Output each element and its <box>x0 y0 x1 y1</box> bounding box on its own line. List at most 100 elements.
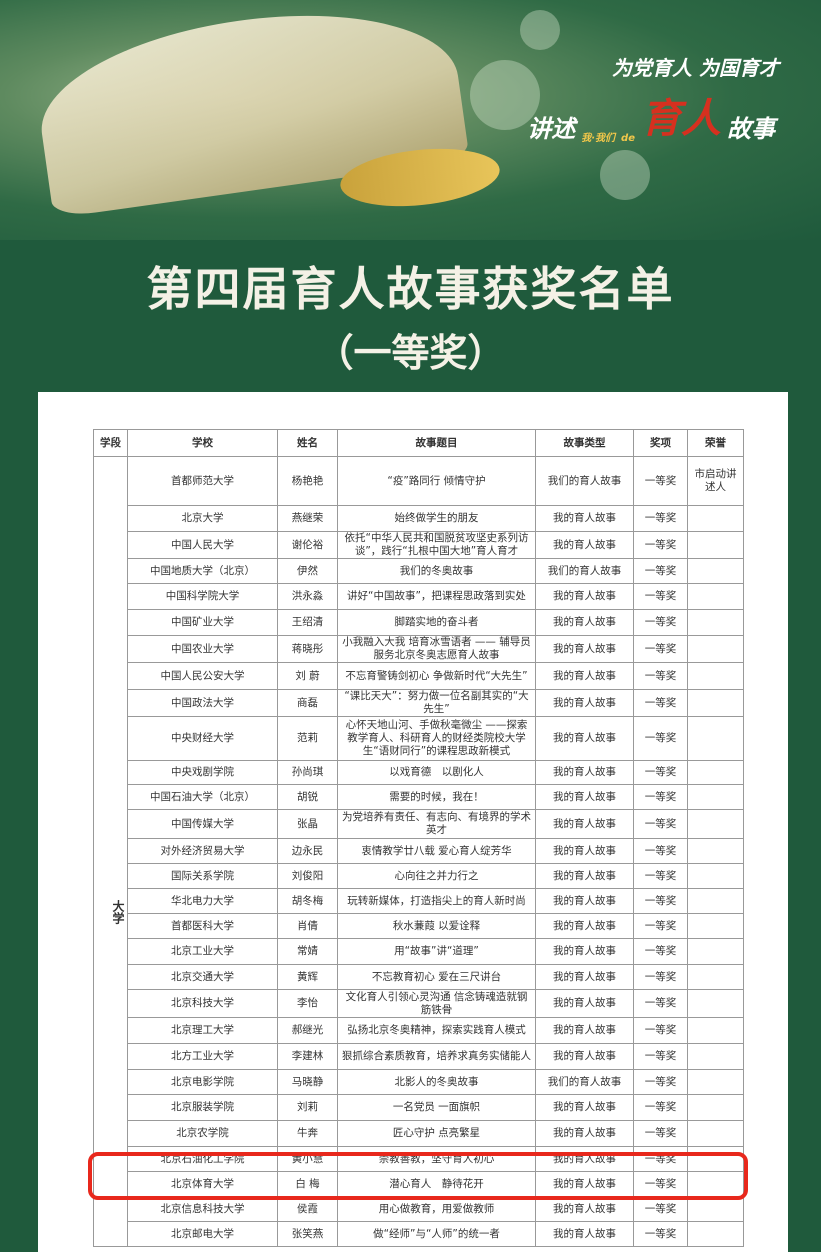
story-type-cell: 我的育人故事 <box>535 1017 634 1044</box>
honor-cell <box>687 863 744 889</box>
award-cell: 一等奖 <box>633 938 688 965</box>
highlight-box <box>88 1152 748 1200</box>
table-row: 华北电力大学 胡冬梅 玩转新媒体，打造指尖上的育人新时尚 我的育人故事 一等奖 <box>94 888 744 914</box>
school-cell: 中央财经大学 <box>127 716 278 761</box>
school-cell: 国际关系学院 <box>127 863 278 889</box>
table-row: 中国政法大学 商磊 “课比天大”：努力做一位名副其实的“大先生” 我的育人故事 一等奖 <box>94 689 744 717</box>
award-cell: 一等奖 <box>633 558 688 584</box>
school-cell: 北京电影学院 <box>127 1069 278 1095</box>
table-row: 北京大学 燕继荣 始终做学生的朋友 我的育人故事 一等奖 <box>94 505 744 532</box>
column-header: 故事题目 <box>337 429 536 457</box>
story-type-cell: 我的育人故事 <box>535 531 634 559</box>
story-type-cell: 我们的育人故事 <box>535 1069 634 1095</box>
honor-cell <box>687 809 744 839</box>
award-table: 学段 学校 姓名 故事题目 故事类型 奖项 荣誉 大学 首都师范大学 杨艳艳 “疫”路同行 倾情守… <box>93 429 744 1247</box>
honor-cell <box>687 505 744 532</box>
honor-cell <box>687 784 744 810</box>
award-cell: 一等奖 <box>633 838 688 864</box>
story-title-cell: 狠抓综合素质教育，培养求真务实储能人 <box>337 1043 536 1070</box>
story-title-cell: 心怀天地山河、手做秋毫微尘 ——探索教学育人、科研育人的财经类院校大学生“语财同… <box>337 716 536 761</box>
story-title-cell: 衷情教学廿八载 爱心育人绽芳华 <box>337 838 536 864</box>
name-cell: 马晓静 <box>277 1069 338 1095</box>
honor-cell <box>687 1017 744 1044</box>
honor-cell <box>687 938 744 965</box>
school-cell: 北京服装学院 <box>127 1094 278 1121</box>
story-title-cell: 用心做教育，用爱做教师 <box>337 1196 536 1222</box>
school-cell: 中国传媒大学 <box>127 809 278 839</box>
school-cell: 中国石油大学（北京） <box>127 784 278 810</box>
table-row: 首都医科大学 肖倩 秋水蒹葭 以爱诠释 我的育人故事 一等奖 <box>94 913 744 939</box>
school-cell: 北京理工大学 <box>127 1017 278 1044</box>
column-header: 故事类型 <box>535 429 634 457</box>
honor-cell <box>687 888 744 914</box>
name-cell: 杨艳艳 <box>277 456 338 506</box>
story-title-cell: 我们的冬奥故事 <box>337 558 536 584</box>
story-type-cell: 我们的育人故事 <box>535 558 634 584</box>
honor-cell <box>687 662 744 690</box>
story-type-cell: 我的育人故事 <box>535 760 634 785</box>
award-cell: 一等奖 <box>633 505 688 532</box>
award-cell: 一等奖 <box>633 913 688 939</box>
name-cell: 商磊 <box>277 689 338 717</box>
story-type-cell: 我的育人故事 <box>535 662 634 690</box>
campaign-logo: 讲述 我·我们 de 育人 故事 <box>527 86 775 144</box>
story-title-cell: 做“经师”与“人师”的统一者 <box>337 1221 536 1247</box>
award-cell: 一等奖 <box>633 1043 688 1070</box>
logo-text: de <box>621 133 635 144</box>
honor-cell <box>687 1120 744 1147</box>
table-row: 中国科学院大学 洪永淼 讲好“中国故事”，把课程思政落到实处 我的育人故事 一等奖 <box>94 583 744 610</box>
story-title-cell: 北影人的冬奥故事 <box>337 1069 536 1095</box>
table-row: 北京交通大学 黄辉 不忘教育初心 爱在三尺讲台 我的育人故事 一等奖 <box>94 964 744 990</box>
name-cell: 孙尚琪 <box>277 760 338 785</box>
honor-cell <box>687 689 744 717</box>
table-row: 中国农业大学 蒋晓彤 小我融入大我 培育冰雪语者 —— 辅导员服务北京冬奥志愿育人故… <box>94 635 744 663</box>
table-row: 北京信息科技大学 侯霞 用心做教育，用爱做教师 我的育人故事 一等奖 <box>94 1196 744 1222</box>
award-cell: 一等奖 <box>633 609 688 636</box>
table-row: 中国石油大学（北京） 胡锐 需要的时候，我在！ 我的育人故事 一等奖 <box>94 784 744 810</box>
school-cell: 中央戏剧学院 <box>127 760 278 785</box>
name-cell: 刘俊阳 <box>277 863 338 889</box>
award-cell: 一等奖 <box>633 716 688 761</box>
story-title-cell: 始终做学生的朋友 <box>337 505 536 532</box>
school-cell: 北京邮电大学 <box>127 1221 278 1247</box>
story-type-cell: 我的育人故事 <box>535 989 634 1018</box>
table-row: 中国矿业大学 王绍清 脚踏实地的奋斗者 我的育人故事 一等奖 <box>94 609 744 636</box>
award-cell: 一等奖 <box>633 1171 688 1197</box>
name-cell: 胡冬梅 <box>277 888 338 914</box>
table-row: 中央财经大学 范莉 心怀天地山河、手做秋毫微尘 ——探索教学育人、科研育人的财经类院… <box>94 716 744 761</box>
honor-cell: 市启动讲述人 <box>687 456 744 506</box>
award-cell: 一等奖 <box>633 689 688 717</box>
story-type-cell: 我的育人故事 <box>535 1043 634 1070</box>
award-cell: 一等奖 <box>633 662 688 690</box>
story-title-cell: 心向往之并力行之 <box>337 863 536 889</box>
name-cell: 牛奔 <box>277 1120 338 1147</box>
school-cell: 北方工业大学 <box>127 1043 278 1070</box>
story-title-cell: “疫”路同行 倾情守护 <box>337 456 536 506</box>
column-header: 奖项 <box>633 429 688 457</box>
name-cell: 李怡 <box>277 989 338 1018</box>
honor-cell <box>687 716 744 761</box>
award-cell: 一等奖 <box>633 583 688 610</box>
school-cell: 首都师范大学 <box>127 456 278 506</box>
name-cell: 张笑燕 <box>277 1221 338 1247</box>
column-header: 学校 <box>127 429 278 457</box>
table-row: 北京体育大学白 梅潜心育人 静待花开 我的育人故事 一等奖 <box>94 1171 744 1197</box>
table-row: 中国传媒大学 张晶 为党培养有责任、有志向、有境界的学术英才 我的育人故事 一等奖 <box>94 809 744 839</box>
name-cell: 蒋晓彤 <box>277 635 338 663</box>
story-title-cell: 潜心育人 静待花开 <box>337 1171 536 1197</box>
award-cell: 一等奖 <box>633 888 688 914</box>
award-cell: 一等奖 <box>633 456 688 506</box>
column-header: 荣誉 <box>687 429 744 457</box>
story-title-cell: 不忘育警铸剑初心 争做新时代“大先生” <box>337 662 536 690</box>
logo-text: 育人 <box>641 95 721 142</box>
honor-cell <box>687 558 744 584</box>
school-cell: 北京信息科技大学 <box>127 1196 278 1222</box>
school-cell: 对外经济贸易大学 <box>127 838 278 864</box>
story-type-cell: 我们的育人故事 <box>535 456 634 506</box>
story-title-cell: 玩转新媒体，打造指尖上的育人新时尚 <box>337 888 536 914</box>
story-type-cell: 我的育人故事 <box>535 913 634 939</box>
name-cell: 肖倩 <box>277 913 338 939</box>
story-type-cell: 我的育人故事 <box>535 689 634 717</box>
column-header: 学段 <box>93 429 128 457</box>
honor-cell <box>687 1221 744 1247</box>
